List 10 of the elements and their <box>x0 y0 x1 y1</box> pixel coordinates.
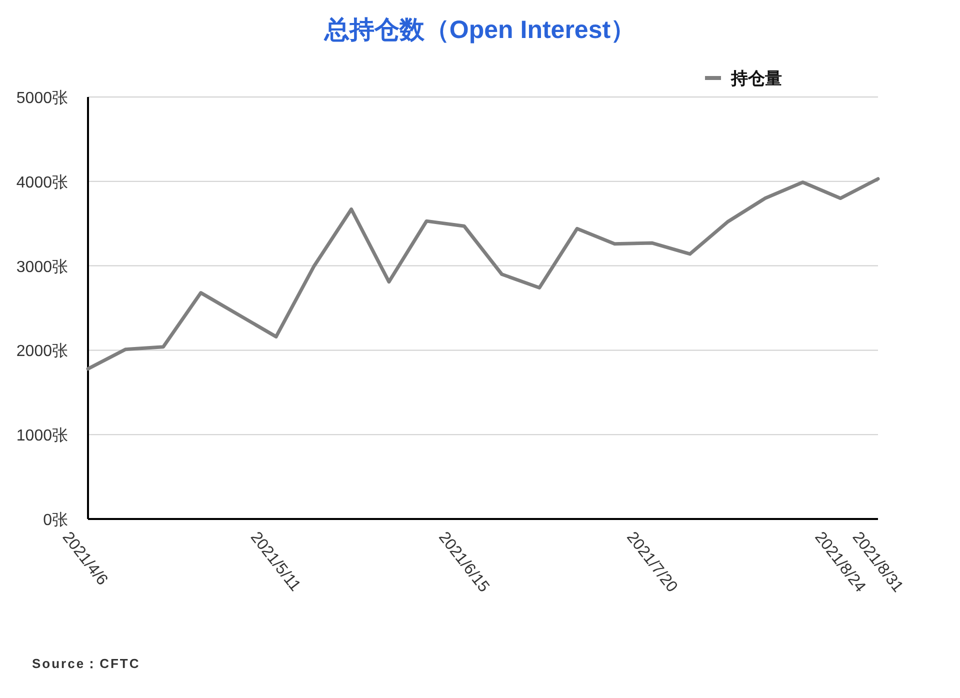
y-tick-label: 2000张 <box>16 342 68 360</box>
y-tick-label: 0张 <box>43 511 68 529</box>
line-series <box>86 177 880 371</box>
legend-label: 持仓量 <box>730 69 782 88</box>
y-tick-label: 1000张 <box>16 426 68 445</box>
source-note: Source：CFTC <box>32 656 140 671</box>
chart-title: 总持仓数（Open Interest） <box>323 16 636 44</box>
y-tick-label: 5000张 <box>16 89 68 107</box>
y-tick-label: 4000张 <box>16 173 68 192</box>
y-tick-label: 3000张 <box>16 258 68 276</box>
